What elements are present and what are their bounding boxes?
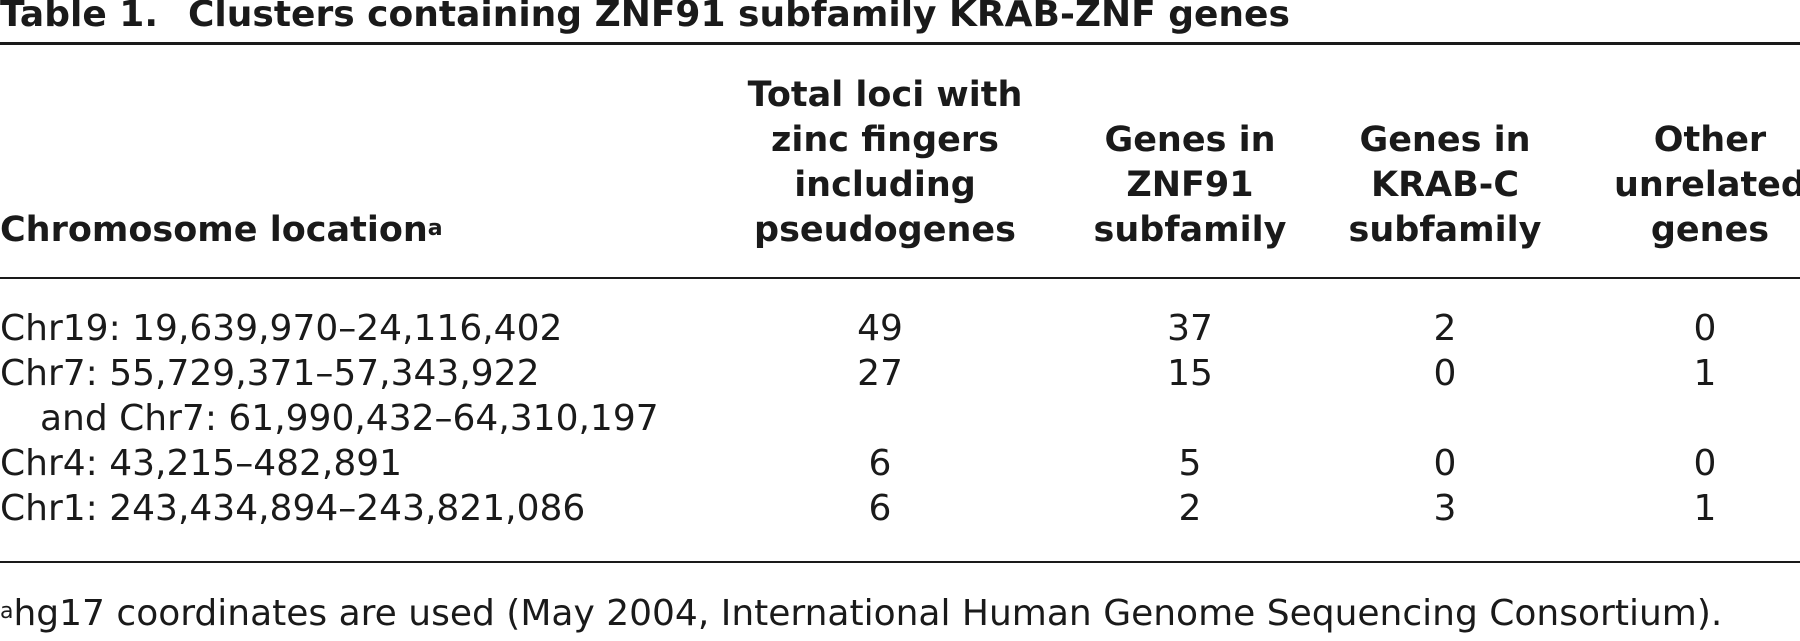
cell-total-loci: 49 bbox=[857, 308, 903, 349]
header-line: pseudogenes bbox=[754, 210, 1016, 250]
table-title: Clusters containing ZNF91 subfamily KRAB… bbox=[188, 0, 1290, 35]
column-header-location-text: Chromosome location bbox=[0, 210, 428, 250]
cell-other: 0 bbox=[1693, 443, 1717, 484]
cell-krab-c: 2 bbox=[1433, 308, 1457, 349]
table-row: Chr1: 243,434,894–243,821,086 6 2 3 1 bbox=[0, 486, 1800, 531]
footnote-mark: a bbox=[0, 599, 14, 624]
table-footnote: ahg17 coordinates are used (May 2004, In… bbox=[0, 591, 1722, 636]
cell-location: Chr19: 19,639,970–24,116,402 bbox=[0, 308, 563, 349]
header-line: subfamily bbox=[1093, 210, 1287, 250]
top-rule bbox=[0, 42, 1800, 45]
cell-location: Chr1: 243,434,894–243,821,086 bbox=[0, 488, 586, 529]
table-row-continuation: and Chr7: 61,990,432–64,310,197 bbox=[0, 396, 1800, 441]
cell-total-loci: 6 bbox=[868, 443, 892, 484]
column-header-total-loci: Total loci with zinc fingers including p… bbox=[730, 73, 1040, 253]
header-line: unrelated bbox=[1614, 165, 1800, 205]
table-number: Table 1. bbox=[0, 0, 158, 35]
cell-total-loci: 27 bbox=[857, 353, 903, 394]
header-line: Genes in bbox=[1104, 120, 1276, 160]
header-line: Other bbox=[1653, 120, 1767, 160]
header-line: Total loci with bbox=[747, 75, 1023, 115]
header-line: genes bbox=[1650, 210, 1770, 250]
table-caption: Table 1. Clusters containing ZNF91 subfam… bbox=[0, 0, 1290, 37]
column-header-znf91: Genes in ZNF91 subfamily bbox=[1080, 118, 1300, 253]
header-line: Genes in bbox=[1359, 120, 1531, 160]
cell-location: Chr4: 43,215–482,891 bbox=[0, 443, 403, 484]
column-header-krab-c: Genes in KRAB-C subfamily bbox=[1330, 118, 1560, 253]
header-rule bbox=[0, 277, 1800, 279]
header-line: including bbox=[794, 165, 976, 205]
cell-znf91: 2 bbox=[1178, 488, 1202, 529]
cell-other: 0 bbox=[1693, 308, 1717, 349]
footnote-text: hg17 coordinates are used (May 2004, Int… bbox=[13, 593, 1723, 634]
cell-znf91: 5 bbox=[1178, 443, 1202, 484]
cell-znf91: 37 bbox=[1167, 308, 1213, 349]
cell-total-loci: 6 bbox=[868, 488, 892, 529]
header-line: zinc fingers bbox=[771, 120, 999, 160]
cell-znf91: 15 bbox=[1167, 353, 1213, 394]
table-row: Chr4: 43,215–482,891 6 5 0 0 bbox=[0, 441, 1800, 486]
cell-krab-c: 0 bbox=[1433, 443, 1457, 484]
cell-location: Chr7: 55,729,371–57,343,922 bbox=[0, 353, 540, 394]
header-line: subfamily bbox=[1348, 210, 1542, 250]
table-row: Chr19: 19,639,970–24,116,402 49 37 2 0 bbox=[0, 306, 1800, 351]
cell-krab-c: 3 bbox=[1433, 488, 1457, 529]
header-line: KRAB-C bbox=[1370, 165, 1520, 205]
bottom-rule bbox=[0, 561, 1800, 563]
table-row: Chr7: 55,729,371–57,343,922 27 15 0 1 bbox=[0, 351, 1800, 396]
cell-krab-c: 0 bbox=[1433, 353, 1457, 394]
footnote-mark: a bbox=[427, 216, 443, 241]
column-header-other: Other unrelated genes bbox=[1600, 118, 1800, 253]
cell-other: 1 bbox=[1693, 488, 1717, 529]
header-line: ZNF91 bbox=[1126, 165, 1254, 205]
cell-location-continuation: and Chr7: 61,990,432–64,310,197 bbox=[40, 398, 659, 439]
column-header-location: Chromosome locationa bbox=[0, 208, 443, 253]
cell-other: 1 bbox=[1693, 353, 1717, 394]
